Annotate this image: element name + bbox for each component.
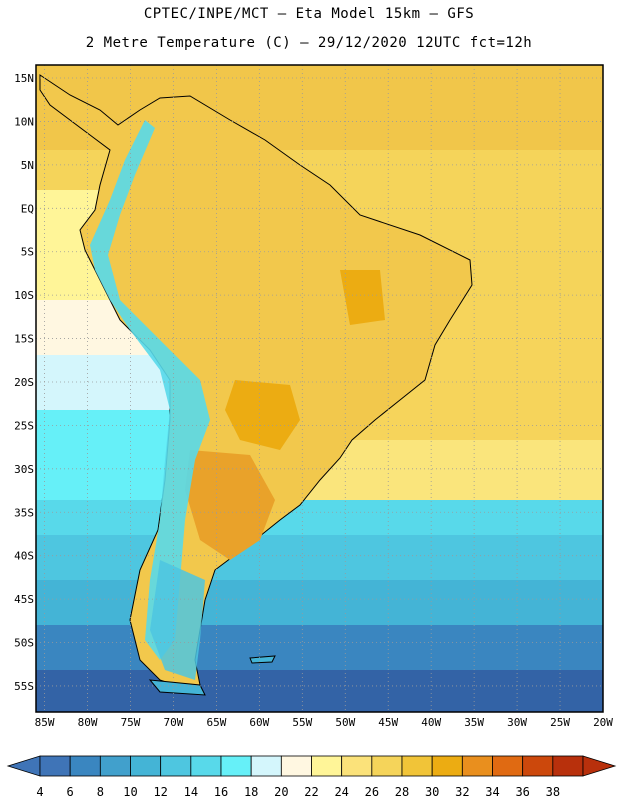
lat-label: 5S [21,246,34,259]
tierra-del-fuego [148,679,206,696]
ocean-pacific-cyan [36,410,186,510]
colorbar-swatch [39,755,71,777]
lon-label: 85W [35,716,55,729]
colorbar-swatch [461,755,493,777]
lat-label: 40S [14,550,34,563]
colorbar-label: 28 [395,785,409,799]
lat-label: 5N [21,159,34,172]
lon-label: 50W [335,716,355,729]
colorbar-label: 16 [214,785,228,799]
andes-cold-spine [90,120,210,660]
lat-label: 15S [14,333,34,346]
hot-region-pampas [185,450,275,560]
graticule [36,65,603,712]
lon-label: 55W [292,716,312,729]
lat-label: 35S [14,506,34,519]
ocean-atlantic-south [300,440,603,500]
colorbar-label: 24 [334,785,348,799]
lat-label: 25S [14,419,34,432]
lon-label: 75W [121,716,141,729]
lon-label: 70W [164,716,184,729]
colorbar-swatch [130,755,162,777]
colorbar-swatch [99,755,131,777]
lat-label: 50S [14,637,34,650]
colorbar-swatch [371,755,403,777]
lon-label: 40W [421,716,441,729]
colorbar-label: 8 [97,785,104,799]
lat-label: 20S [14,376,34,389]
map-frame [35,64,604,713]
lon-label: 60W [249,716,269,729]
colorbar-label: 20 [274,785,288,799]
lon-label: 30W [507,716,527,729]
colorbar-label: 10 [123,785,137,799]
ocean-south-cyan [36,500,603,540]
colorbar-swatch [522,755,554,777]
colorbar-swatch [190,755,222,777]
colorbar-label: 12 [153,785,167,799]
colorbar-label: 4 [36,785,43,799]
lat-label: 45S [14,593,34,606]
colorbar-label: 30 [425,785,439,799]
colorbar-swatch [431,755,463,777]
colorbar-swatch [160,755,192,777]
colorbar-swatch [220,755,252,777]
colorbar-label: 34 [485,785,499,799]
hot-region-northeast [340,270,385,325]
lon-label: 25W [550,716,570,729]
lon-label: 20W [593,716,613,729]
colorbar-label: 36 [515,785,529,799]
colorbar-label: 6 [67,785,74,799]
ocean-south-deepest [36,670,603,712]
colorbar-swatch [280,755,312,777]
colorbar-swatch [552,755,584,777]
colorbar [6,755,617,777]
lat-label: 30S [14,463,34,476]
colorbar-label: 32 [455,785,469,799]
ocean-south-deep [36,625,603,675]
colorbar-swatch [311,755,343,777]
colorbar-min-arrow [6,755,41,777]
colorbar-label: 26 [365,785,379,799]
colorbar-swatch [250,755,282,777]
colorbar-max-arrow [582,755,617,777]
lat-label: EQ [21,202,34,215]
lon-label: 80W [78,716,98,729]
colorbar-label: 14 [184,785,198,799]
falkland-islands [249,655,276,664]
lat-label: 15N [14,72,34,85]
lon-label: 35W [464,716,484,729]
ocean-south-blue [36,580,603,630]
map-title-line1: CPTEC/INPE/MCT – Eta Model 15km – GFS [143,6,475,22]
colorbar-label: 18 [244,785,258,799]
map-title-line2: 2 Metre Temperature (C) – 29/12/2020 12U… [85,35,533,51]
colorbar-swatch [492,755,524,777]
lat-label: 10S [14,289,34,302]
ocean-south-teal [36,535,603,585]
colorbar-swatch [341,755,373,777]
colorbar-swatch [401,755,433,777]
lon-label: 65W [206,716,226,729]
hot-region-chaco [225,380,300,450]
lon-label: 45W [378,716,398,729]
colorbar-label: 22 [304,785,318,799]
lat-label: 55S [14,680,34,693]
colorbar-label: 38 [546,785,560,799]
lat-label: 10N [14,115,34,128]
patagonia-cold [150,560,205,680]
colorbar-swatch [69,755,101,777]
